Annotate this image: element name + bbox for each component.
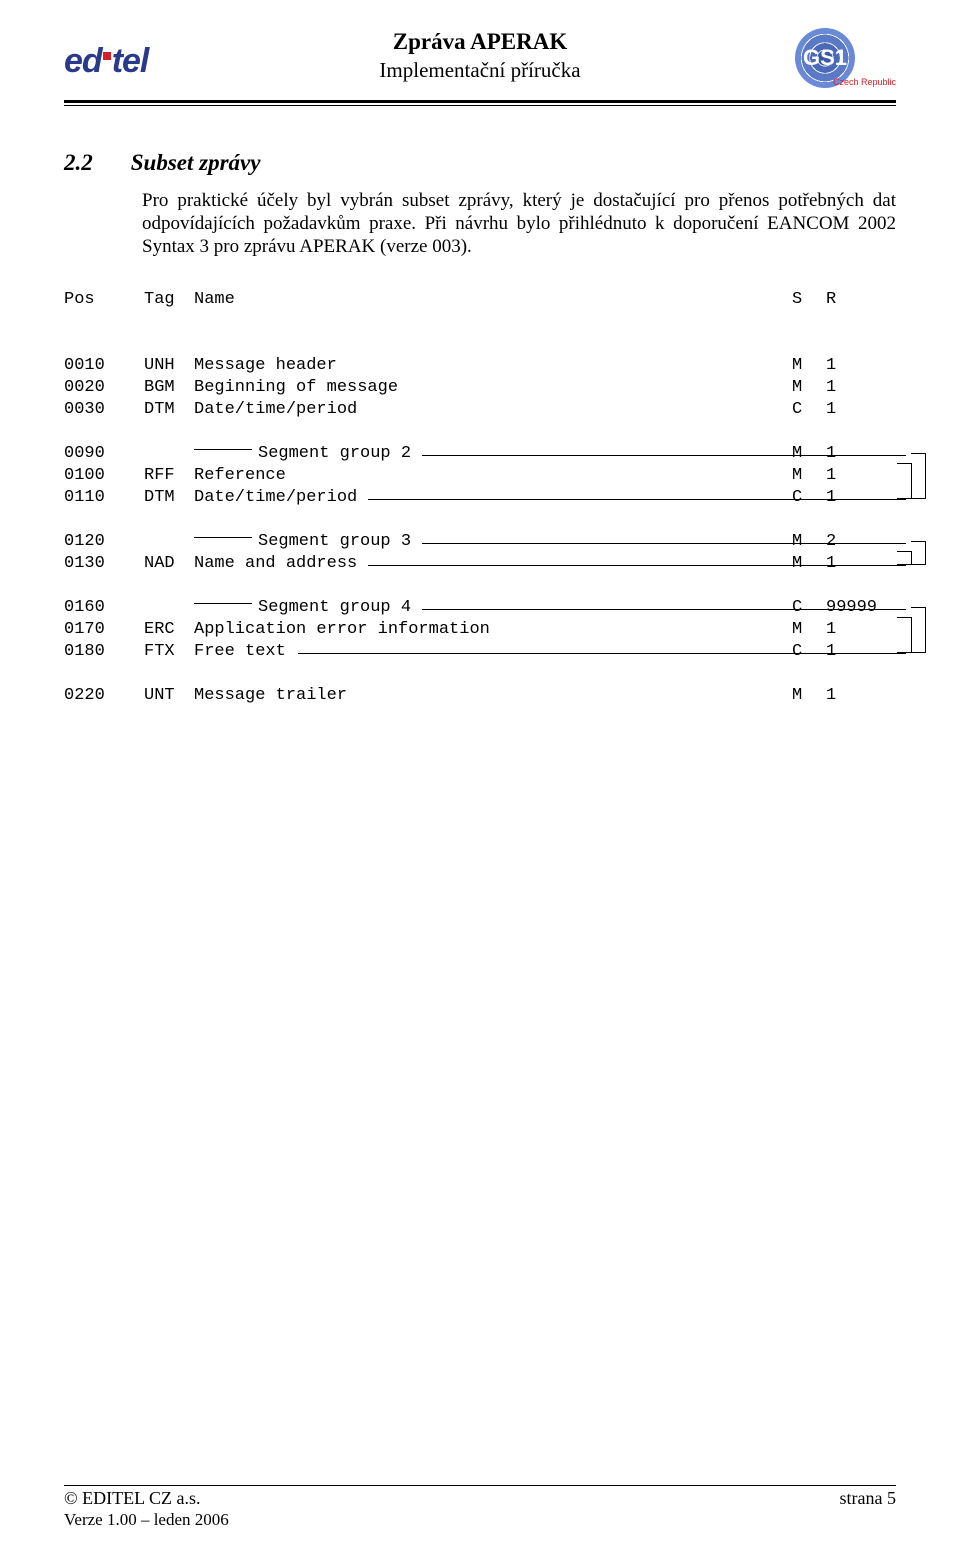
col-tag: Tag — [144, 290, 194, 309]
table-header-row: Pos Tag Name S R — [64, 288, 896, 310]
editel-logo-text2: tel — [112, 42, 149, 81]
bracket-icon — [897, 617, 912, 653]
content: 2.2 Subset zprávy Pro praktické účely by… — [64, 150, 896, 706]
col-r: R — [826, 290, 896, 309]
segment-group-4: 0160 Segment group 4 C 99999 0170 ERC Ap… — [64, 596, 896, 662]
table-row: 0220 UNT Message trailer M 1 — [64, 684, 896, 706]
table-row: 0180 FTX Free text C 1 — [64, 640, 896, 662]
bracket-icon — [897, 463, 912, 499]
table-row: 0130 NAD Name and address M 1 — [64, 552, 896, 574]
footer-page-number: strana 5 — [840, 1488, 896, 1530]
editel-logo-dot — [103, 52, 111, 60]
footer-copyright: © EDITEL CZ a.s. — [64, 1488, 229, 1510]
footer-version: Verze 1.00 – leden 2006 — [64, 1510, 229, 1530]
bracket-icon — [911, 607, 926, 653]
segment-group-3: 0120 Segment group 3 M 2 0130 NAD Name a… — [64, 530, 896, 574]
section-number: 2.2 — [64, 150, 93, 175]
col-name: Name — [194, 290, 792, 309]
section-title: Subset zprávy — [131, 150, 261, 175]
segment-group-header: 0120 Segment group 3 M 2 — [64, 530, 896, 552]
gs1-logo: GS1 Czech Republic — [795, 28, 896, 88]
page: ed tel Zpráva APERAK Implementační příru… — [0, 0, 960, 1558]
doc-title: Zpráva APERAK — [64, 28, 896, 57]
segment-group-header: 0090 Segment group 2 M 1 — [64, 442, 896, 464]
page-header: ed tel Zpráva APERAK Implementační příru… — [64, 28, 896, 106]
page-footer: © EDITEL CZ a.s. Verze 1.00 – leden 2006… — [64, 1485, 896, 1530]
segment-table: Pos Tag Name S R 0010 UNH Message header… — [64, 288, 896, 706]
section-paragraph: Pro praktické účely byl vybrán subset zp… — [142, 190, 896, 258]
header-rule — [64, 100, 896, 106]
table-row: 0030 DTM Date/time/period C 1 — [64, 398, 896, 420]
footer-rule — [64, 1485, 896, 1486]
segment-group-2: 0090 Segment group 2 M 1 0100 RFF Refere… — [64, 442, 896, 508]
gs1-logo-text: GS1 — [803, 45, 847, 71]
doc-subtitle: Implementační příručka — [64, 57, 896, 83]
table-row: 0010 UNH Message header M 1 — [64, 354, 896, 376]
col-pos: Pos — [64, 290, 144, 309]
section-heading: 2.2 Subset zprávy — [64, 150, 896, 176]
editel-logo: ed tel — [64, 42, 148, 81]
table-row: 0170 ERC Application error information M… — [64, 618, 896, 640]
col-s: S — [792, 290, 826, 309]
segment-group-header: 0160 Segment group 4 C 99999 — [64, 596, 896, 618]
bracket-icon — [897, 551, 912, 565]
bracket-icon — [911, 541, 926, 565]
bracket-icon — [911, 453, 926, 499]
table-row: 0020 BGM Beginning of message M 1 — [64, 376, 896, 398]
table-row: 0110 DTM Date/time/period C 1 — [64, 486, 896, 508]
editel-logo-text: ed — [64, 42, 102, 81]
gs1-logo-sub: Czech Republic — [833, 77, 896, 87]
table-row: 0100 RFF Reference M 1 — [64, 464, 896, 486]
